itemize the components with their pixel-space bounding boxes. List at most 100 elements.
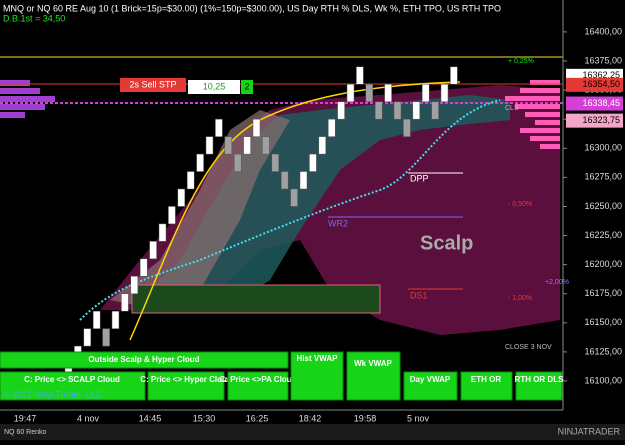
x-axis: 19:47 4 nov 14:45 15:30 16:25 18:42 19:58 5 nov: [14, 413, 430, 423]
button[interactable]: [0, 371, 146, 401]
down-brick: [431, 101, 439, 120]
button-label: Wk VWAP: [354, 359, 392, 368]
up-brick: [440, 84, 449, 102]
zone-box: [131, 284, 381, 314]
up-brick: [309, 153, 317, 172]
price-axis: [563, 0, 625, 410]
price-marker-label: 16354,50: [582, 79, 620, 89]
up-brick: [196, 153, 204, 172]
y-tick-label: 16400,00: [584, 26, 622, 36]
button[interactable]: [0, 351, 289, 369]
button[interactable]: [515, 371, 563, 401]
button[interactable]: [403, 371, 458, 401]
y-tick-label: 16300,00: [584, 143, 622, 153]
up-brick: [346, 84, 355, 102]
subtitle: D.B.1st = 34,50: [3, 13, 65, 23]
button-label: RTH OR DLS: [515, 375, 565, 384]
button-label: Day VWAP: [410, 375, 451, 384]
up-brick: [83, 328, 92, 347]
up-brick: [356, 66, 364, 85]
up-brick: [139, 258, 148, 277]
button-label: Outside Scalp & Hyper Cloud: [88, 355, 199, 364]
up-brick: [337, 101, 345, 120]
down-brick: [403, 118, 411, 137]
up-brick: [450, 66, 458, 85]
up-brick: [149, 241, 157, 260]
up-brick: [177, 188, 186, 207]
up-brick: [92, 310, 101, 329]
button[interactable]: [147, 371, 225, 401]
pct-label: +2,00%: [545, 279, 569, 286]
up-brick: [215, 118, 223, 137]
copyright: © 2021 NinjaTrader, LLC: [3, 389, 103, 399]
price-marker: [566, 77, 623, 92]
button[interactable]: [227, 371, 289, 401]
bricks: [64, 66, 458, 382]
down-brick: [280, 171, 289, 190]
up-brick: [299, 171, 308, 190]
up-brick: [327, 118, 336, 137]
order-price: 10,25: [203, 81, 226, 91]
order-box[interactable]: [120, 78, 186, 92]
x-tick-label: 16:25: [246, 413, 269, 423]
up-brick: [384, 84, 392, 102]
down-brick: [262, 136, 270, 155]
x-tick-label: 15:30: [193, 413, 216, 423]
button[interactable]: [460, 371, 513, 401]
price-marker-label: 16323,75: [582, 115, 620, 125]
dpp-label: DPP: [410, 173, 429, 183]
y-tick-label: 16100,00: [584, 375, 622, 385]
y-axis: 16400,0016375,0016350,0016325,0016300,00…: [563, 26, 623, 385]
down-brick: [374, 101, 383, 120]
button[interactable]: [290, 351, 344, 401]
price-marker-label: 16362,25: [582, 70, 620, 80]
down-brick: [233, 153, 242, 172]
up-brick: [243, 136, 251, 155]
pa-cloud: [110, 110, 290, 310]
order-label: 2s Sell STP: [129, 79, 176, 89]
y-tick-label: 16200,00: [584, 259, 622, 269]
pct-label: - 0,50%: [508, 201, 532, 208]
wr2-label: WR2: [328, 218, 348, 228]
up-brick: [158, 223, 167, 242]
close-label: CLOSE 3 NOV: [505, 344, 552, 351]
x-tick-label: 14:45: [139, 413, 162, 423]
right-profile: [505, 80, 560, 149]
down-brick: [224, 136, 233, 155]
y-tick-label: 16250,00: [584, 201, 622, 211]
status-bar: [0, 424, 625, 440]
price-marker-label: 16338,45: [582, 98, 620, 108]
up-brick: [412, 101, 421, 120]
ds1-label: DS1: [410, 290, 428, 300]
instrument-tab: NQ 60 Renko: [4, 429, 47, 436]
up-brick: [252, 118, 261, 137]
price-marker: [566, 113, 623, 128]
scalp-label: Scalp: [420, 232, 473, 254]
button-label: Hist VWAP: [297, 354, 339, 363]
up-brick: [168, 206, 176, 225]
y-tick-label: 16150,00: [584, 317, 622, 327]
x-tick-label: 19:47: [14, 413, 37, 423]
price-box[interactable]: [188, 80, 240, 94]
up-brick: [318, 136, 327, 155]
button-label: C: Price <> Hyper Cloud: [140, 375, 232, 384]
up-brick: [186, 171, 195, 190]
cls-label: CLS: [505, 105, 519, 112]
down-brick: [102, 328, 110, 347]
down-brick: [393, 101, 402, 120]
y-tick-label: 16225,00: [584, 230, 622, 240]
button[interactable]: [346, 351, 401, 401]
up-brick: [111, 310, 120, 329]
down-brick: [290, 188, 298, 207]
x-tick-label: 4 nov: [77, 413, 100, 423]
x-tick-label: 5 nov: [407, 413, 430, 423]
y-tick-label: 16275,00: [584, 172, 622, 182]
button-label: ETH OR: [471, 375, 501, 384]
qty-box[interactable]: [241, 80, 253, 94]
button-label: C: Price <>PA Cloud: [220, 375, 297, 384]
order-qty: 2: [244, 81, 249, 91]
x-tick-label: 19:58: [354, 413, 377, 423]
down-brick: [271, 153, 280, 172]
y-tick-label: 16125,00: [584, 346, 622, 356]
scalp-cloud: [140, 95, 510, 305]
